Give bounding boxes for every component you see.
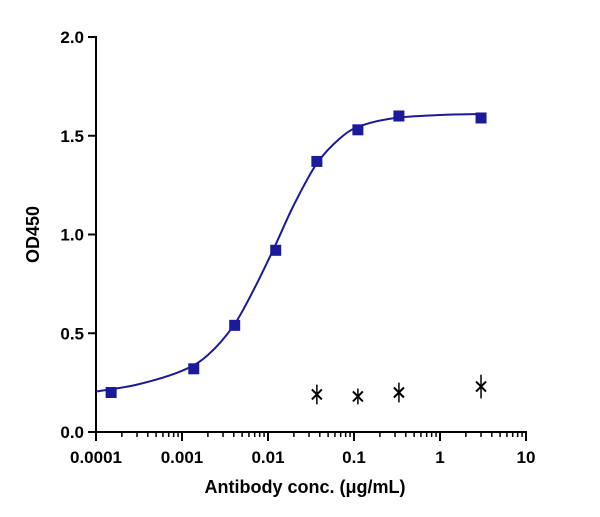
y-tick-label: 1.0 bbox=[60, 226, 84, 245]
x-tick-label: 0.1 bbox=[342, 448, 366, 467]
data-point-square bbox=[311, 155, 323, 167]
cross-stroke bbox=[311, 388, 323, 401]
y-tick-label: 0.0 bbox=[60, 423, 84, 442]
x-axis-title: Antibody conc. (μg/mL) bbox=[205, 477, 406, 497]
data-point-cross bbox=[393, 382, 405, 403]
cross-stroke bbox=[475, 380, 487, 393]
data-point-square bbox=[188, 363, 200, 375]
y-tick-label: 2.0 bbox=[60, 28, 84, 47]
y-axis-ticks: 0.0 0.5 1.0 1.5 2.0 bbox=[60, 28, 96, 442]
fit-curve bbox=[95, 113, 482, 393]
axes bbox=[95, 36, 527, 433]
cross-stroke bbox=[352, 390, 364, 403]
x-tick-label: 10 bbox=[517, 448, 536, 467]
data-point-cross bbox=[475, 374, 487, 399]
x-axis-ticks: 0.0001 0.001 0.01 0.1 1 10 bbox=[70, 432, 535, 467]
x-tick-label: 0.0001 bbox=[70, 448, 122, 467]
x-tick-label: 0.001 bbox=[161, 448, 204, 467]
x-tick-label: 0.01 bbox=[251, 448, 284, 467]
y-tick-label: 1.5 bbox=[60, 127, 84, 146]
data-point-cross bbox=[352, 388, 364, 405]
data-point-cross bbox=[311, 384, 323, 405]
sample-points bbox=[105, 110, 487, 398]
y-tick-label: 0.5 bbox=[60, 324, 84, 343]
data-point-square bbox=[352, 124, 364, 136]
y-axis-title: OD450 bbox=[23, 206, 43, 263]
control-points bbox=[311, 374, 487, 405]
data-point-square bbox=[105, 387, 117, 398]
data-point-square bbox=[229, 319, 241, 331]
x-tick-label: 1 bbox=[435, 448, 444, 467]
data-point-square bbox=[270, 244, 282, 256]
data-point-square bbox=[475, 112, 487, 124]
cross-stroke bbox=[393, 386, 405, 399]
data-point-square bbox=[393, 110, 405, 122]
